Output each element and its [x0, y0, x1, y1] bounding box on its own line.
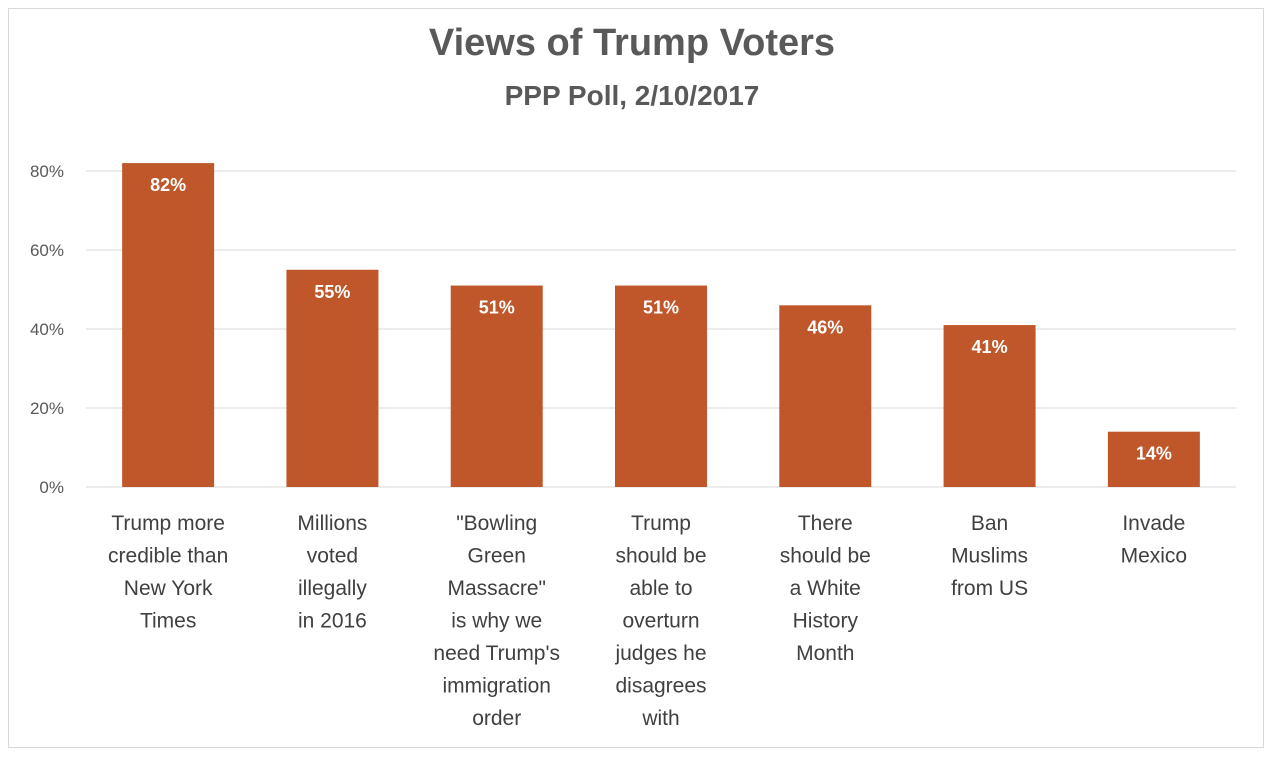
chart-title: Views of Trump Voters: [428, 22, 836, 64]
bar: [943, 325, 1036, 487]
y-tick-label: 40%: [30, 320, 64, 339]
bar: [779, 305, 872, 487]
data-label: 51%: [643, 298, 679, 318]
x-category-label-line: credible than: [108, 545, 228, 568]
x-category-label-line: overturn: [622, 610, 699, 633]
x-category-label-line: should be: [780, 545, 871, 568]
chart-subtitle: PPP Poll, 2/10/2017: [504, 80, 760, 111]
data-label: 55%: [314, 282, 350, 302]
x-category-label-line: Invade: [1122, 512, 1185, 535]
y-tick-label: 20%: [30, 399, 64, 418]
x-category-label-line: is why we: [451, 610, 542, 633]
x-category-label-line: illegally: [298, 577, 367, 600]
x-category-label-line: History: [793, 610, 859, 633]
x-category-label-line: Mexico: [1121, 545, 1188, 568]
y-tick-label: 60%: [30, 241, 64, 260]
y-tick-label: 80%: [30, 162, 64, 181]
x-category-label: "Bowling Green Massacre" is why we need Trum…: [433, 512, 560, 730]
x-category-label-line: Green: [468, 545, 526, 568]
data-label: 46%: [807, 317, 843, 337]
bar: [615, 285, 707, 487]
x-category-label: Trump should be able to overturn judges he di…: [614, 512, 706, 730]
x-category-label-line: a White: [790, 577, 861, 600]
x-category-label-line: should be: [615, 545, 706, 568]
x-category-label-line: with: [641, 707, 679, 730]
x-category-label-line: in 2016: [298, 610, 367, 633]
x-category-label-line: Trump: [631, 512, 691, 535]
x-category-label: Trump more credible than New York Times: [108, 512, 228, 633]
x-category-label: Millions voted illegally in 2016: [297, 512, 367, 633]
x-category-label-line: Trump more: [111, 512, 225, 535]
x-category-label-line: Muslims: [951, 545, 1028, 568]
y-tick-label: 0%: [39, 478, 64, 497]
bar: [450, 285, 543, 487]
x-category-label-line: "Bowling: [456, 512, 537, 535]
data-label: 51%: [479, 298, 515, 318]
data-label: 14%: [1136, 444, 1172, 464]
x-category-label-line: Massacre": [447, 577, 545, 600]
bar: [286, 269, 379, 487]
x-category-label-line: need Trump's: [433, 642, 560, 665]
bar: [1107, 431, 1200, 487]
x-category-label-line: immigration: [442, 675, 551, 698]
x-category-label-line: New York: [124, 577, 213, 600]
x-category-label-line: Millions: [297, 512, 367, 535]
data-label: 41%: [972, 337, 1008, 357]
x-category-label-line: able to: [629, 577, 692, 600]
x-category-label-line: from US: [951, 577, 1028, 600]
x-category-label-line: voted: [307, 545, 358, 568]
x-category-label-line: judges he: [614, 642, 706, 665]
labels: 0% 20% 40% 60% 80% 82% Trump more credible than…: [30, 162, 1187, 730]
x-category-label-line: Ban: [971, 512, 1008, 535]
data-label: 82%: [150, 175, 186, 195]
x-category-label-line: disagrees: [615, 675, 706, 698]
bars: [122, 163, 1200, 487]
x-category-label-line: order: [472, 707, 521, 730]
bar: [122, 163, 215, 487]
x-category-label-line: Month: [796, 642, 854, 665]
x-category-label-line: Times: [140, 610, 196, 633]
x-category-label: There should be a White History Month: [780, 512, 871, 665]
x-category-label: Ban Muslims from US: [951, 512, 1028, 600]
x-category-label: Invade Mexico: [1121, 512, 1188, 568]
x-category-label-line: There: [798, 512, 853, 535]
